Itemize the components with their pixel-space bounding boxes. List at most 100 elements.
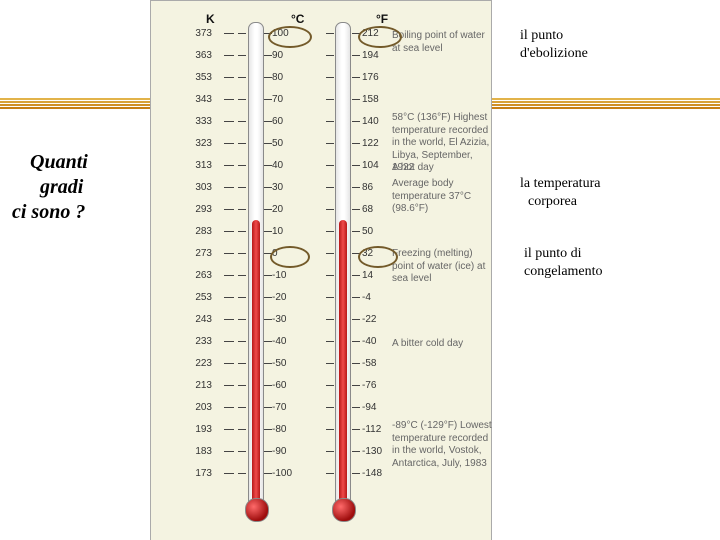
f-value: 194: [362, 50, 396, 61]
c-tick-r: [264, 121, 272, 122]
scale-header-F: °F: [376, 12, 388, 26]
r-f212: [358, 26, 402, 48]
k-tick: [224, 55, 234, 56]
f-tick-l: [326, 407, 334, 408]
f-tick-l: [326, 143, 334, 144]
f-value: -94: [362, 402, 396, 413]
k-value: 213: [180, 380, 212, 391]
scale-header-C: °C: [291, 12, 304, 26]
scale-header-K: K: [206, 12, 215, 26]
k-tick: [224, 209, 234, 210]
k-value: 363: [180, 50, 212, 61]
c-tick-r: [264, 209, 272, 210]
f-tick-l: [326, 121, 334, 122]
f-tick-r: [352, 231, 360, 232]
f-tick-r: [352, 363, 360, 364]
c-value: 20: [272, 204, 304, 215]
c-tick-l: [238, 253, 246, 254]
c-tick-l: [238, 143, 246, 144]
label-c2: congelamento: [524, 264, 603, 280]
f-tick-l: [326, 473, 334, 474]
c-tick-l: [238, 231, 246, 232]
k-value: 343: [180, 94, 212, 105]
f-tick-l: [326, 33, 334, 34]
thermo-f-fluid: [339, 220, 347, 510]
f-value: -40: [362, 336, 396, 347]
c-value: -100: [272, 468, 304, 479]
k-value: 313: [180, 160, 212, 171]
k-value: 293: [180, 204, 212, 215]
f-tick-r: [352, 55, 360, 56]
f-tick-l: [326, 165, 334, 166]
c-tick-r: [264, 165, 272, 166]
r-f32: [358, 246, 398, 268]
f-tick-l: [326, 209, 334, 210]
r-c0: [270, 246, 310, 268]
label-q3: ci sono ?: [12, 200, 85, 224]
c-tick-l: [238, 209, 246, 210]
c-value: 70: [272, 94, 304, 105]
f-tick-r: [352, 187, 360, 188]
k-value: 273: [180, 248, 212, 259]
c-tick-r: [264, 385, 272, 386]
k-value: 333: [180, 116, 212, 127]
c-tick-l: [238, 473, 246, 474]
f-tick-r: [352, 473, 360, 474]
f-value: -22: [362, 314, 396, 325]
label-a2: d'ebolizione: [520, 46, 588, 62]
c-tick-r: [264, 451, 272, 452]
k-tick: [224, 275, 234, 276]
c-tick-l: [238, 77, 246, 78]
f-value: -58: [362, 358, 396, 369]
c-tick-r: [264, 231, 272, 232]
f-tick-r: [352, 99, 360, 100]
c-value: 60: [272, 116, 304, 127]
k-tick: [224, 121, 234, 122]
c-tick-l: [238, 33, 246, 34]
c-tick-l: [238, 429, 246, 430]
c-tick-l: [238, 363, 246, 364]
c-tick-l: [238, 55, 246, 56]
f-tick-l: [326, 55, 334, 56]
f-tick-l: [326, 187, 334, 188]
c-tick-l: [238, 297, 246, 298]
note-bitter: A bitter cold day: [392, 338, 492, 351]
c-value: -90: [272, 446, 304, 457]
k-tick: [224, 473, 234, 474]
thermo-f-bulb: [332, 498, 356, 522]
f-tick-r: [352, 407, 360, 408]
c-tick-l: [238, 187, 246, 188]
f-tick-l: [326, 253, 334, 254]
thermo-c-bulb: [245, 498, 269, 522]
k-tick: [224, 363, 234, 364]
c-tick-l: [238, 319, 246, 320]
c-tick-r: [264, 77, 272, 78]
c-tick-l: [238, 99, 246, 100]
f-tick-r: [352, 297, 360, 298]
f-tick-r: [352, 143, 360, 144]
note-hotday: A hot day: [392, 162, 492, 175]
label-q1: Quanti: [30, 150, 88, 174]
f-tick-l: [326, 319, 334, 320]
f-tick-r: [352, 121, 360, 122]
c-value: -60: [272, 380, 304, 391]
note-boil: Boiling point of water at sea level: [392, 30, 492, 55]
f-tick-r: [352, 385, 360, 386]
f-tick-l: [326, 275, 334, 276]
c-tick-l: [238, 275, 246, 276]
f-tick-l: [326, 341, 334, 342]
k-tick: [224, 165, 234, 166]
k-tick: [224, 77, 234, 78]
f-tick-r: [352, 165, 360, 166]
f-tick-l: [326, 297, 334, 298]
c-tick-l: [238, 165, 246, 166]
c-value: 30: [272, 182, 304, 193]
label-b2: corporea: [528, 194, 577, 210]
f-value: -148: [362, 468, 396, 479]
k-tick: [224, 33, 234, 34]
f-tick-r: [352, 275, 360, 276]
c-tick-r: [264, 275, 272, 276]
f-value: 176: [362, 72, 396, 83]
f-tick-r: [352, 77, 360, 78]
k-value: 223: [180, 358, 212, 369]
